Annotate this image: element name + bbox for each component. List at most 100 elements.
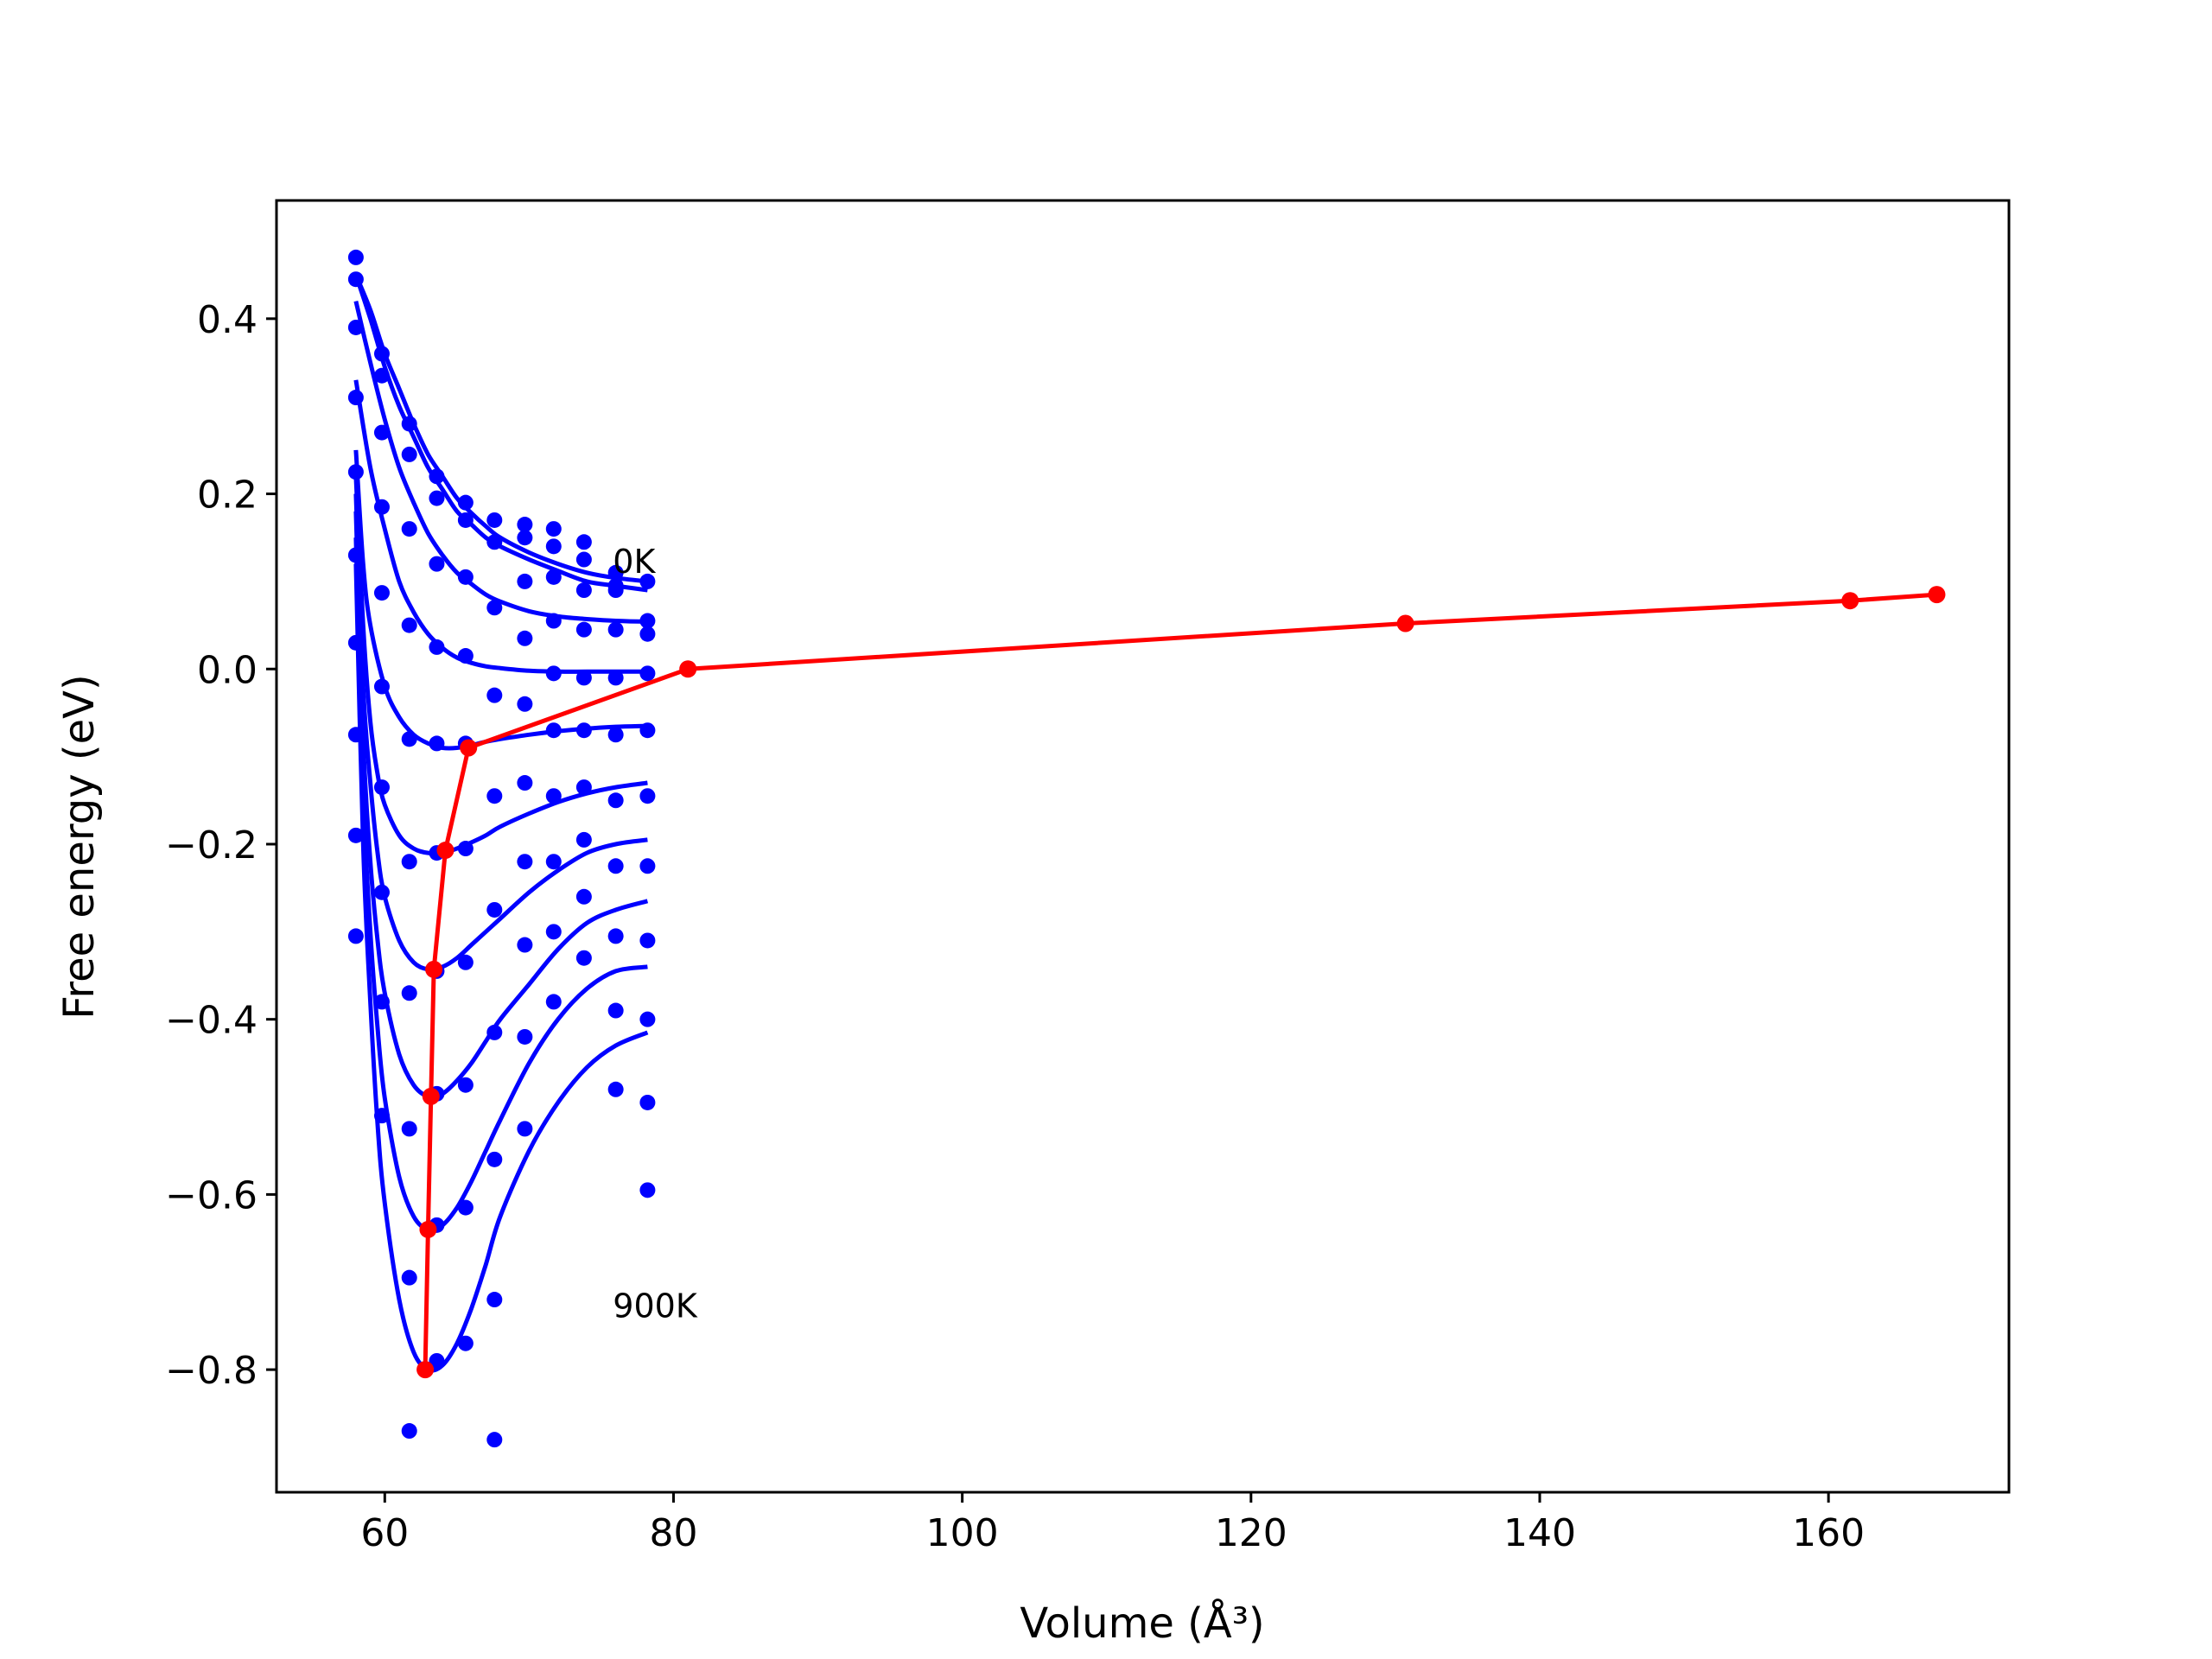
minima-point <box>679 660 697 678</box>
data-point <box>517 1028 533 1045</box>
minima-point <box>425 960 443 978</box>
data-point <box>639 1011 656 1027</box>
y-tick-label: −0.8 <box>165 1349 257 1393</box>
data-point <box>486 512 503 528</box>
temperature-annotation: 900K <box>613 1287 698 1325</box>
data-point <box>639 1182 656 1198</box>
data-point <box>373 779 390 796</box>
data-point <box>486 1024 503 1040</box>
data-point <box>373 585 390 601</box>
x-tick-label: 60 <box>360 1511 409 1555</box>
data-point <box>607 792 624 809</box>
data-point <box>429 639 445 655</box>
data-point <box>347 319 364 335</box>
data-point <box>517 1121 533 1137</box>
data-point <box>429 490 445 506</box>
data-point <box>457 648 474 664</box>
data-point <box>639 858 656 874</box>
data-point <box>517 630 533 646</box>
data-point <box>517 696 533 712</box>
data-point <box>545 722 562 739</box>
data-point <box>575 582 592 599</box>
data-point <box>575 670 592 686</box>
data-point <box>401 446 417 462</box>
data-point <box>457 494 474 511</box>
data-point <box>457 841 474 857</box>
minima-point <box>1396 614 1414 632</box>
data-point <box>575 534 592 550</box>
data-point <box>545 569 562 585</box>
data-point <box>545 538 562 555</box>
data-point <box>639 1094 656 1110</box>
data-point <box>517 937 533 953</box>
data-point <box>545 665 562 682</box>
data-point <box>639 932 656 949</box>
data-point <box>429 1352 445 1369</box>
data-point <box>545 924 562 940</box>
minima-point <box>1841 592 1859 610</box>
minima-point <box>460 739 478 757</box>
data-point <box>486 788 503 804</box>
data-point <box>401 416 417 432</box>
x-tick-label: 120 <box>1215 1511 1287 1555</box>
x-tick-label: 80 <box>649 1511 697 1555</box>
data-point <box>607 727 624 743</box>
minima-point <box>419 1220 437 1238</box>
data-point <box>457 954 474 970</box>
x-tick-label: 140 <box>1503 1511 1576 1555</box>
y-tick-label: −0.4 <box>165 999 257 1043</box>
y-axis-label: Free energy (eV) <box>55 674 104 1019</box>
data-point <box>373 884 390 900</box>
minima-point <box>1928 586 1946 604</box>
data-point <box>373 367 390 384</box>
data-point <box>401 731 417 747</box>
y-tick-label: −0.2 <box>165 823 257 868</box>
data-point <box>517 573 533 589</box>
data-point <box>373 678 390 695</box>
y-tick-label: 0.2 <box>197 474 257 518</box>
data-point <box>347 390 364 406</box>
data-point <box>347 727 364 743</box>
data-point <box>575 722 592 739</box>
data-point <box>457 1335 474 1351</box>
data-point <box>639 573 656 589</box>
data-point <box>373 1108 390 1124</box>
axes-frame <box>275 199 2011 1494</box>
data-point <box>486 600 503 616</box>
data-point <box>517 775 533 791</box>
y-axis: 0.4 0.2 0.0 −0.2 −0.4 −0.6 −0.8 <box>165 298 276 1393</box>
data-point <box>486 1432 503 1448</box>
data-point <box>639 788 656 804</box>
data-point <box>545 788 562 804</box>
x-axis-label: Volume (Å³) <box>1020 1599 1264 1648</box>
data-point <box>639 613 656 629</box>
data-point <box>373 346 390 362</box>
data-point <box>486 1151 503 1167</box>
x-tick-label: 100 <box>926 1511 999 1555</box>
data-point <box>545 994 562 1010</box>
data-point <box>607 1081 624 1097</box>
plot-area <box>347 249 1946 1448</box>
data-point <box>401 1423 417 1440</box>
data-point <box>607 670 624 686</box>
data-point <box>347 827 364 843</box>
data-point <box>545 613 562 629</box>
x-axis: 60 80 100 120 140 160 <box>360 1492 1865 1555</box>
data-point <box>429 735 445 752</box>
data-point <box>607 564 624 581</box>
data-point <box>486 901 503 918</box>
data-point <box>401 985 417 1001</box>
data-point <box>401 521 417 537</box>
fit-curve-4 <box>353 449 648 751</box>
data-point <box>347 634 364 651</box>
data-point <box>575 831 592 848</box>
data-point <box>347 928 364 944</box>
data-point <box>401 617 417 633</box>
data-point <box>517 854 533 870</box>
data-point <box>607 1002 624 1019</box>
data-point <box>373 424 390 441</box>
minima-point <box>436 842 454 860</box>
data-point <box>575 950 592 966</box>
data-point <box>429 556 445 572</box>
data-point <box>486 534 503 550</box>
